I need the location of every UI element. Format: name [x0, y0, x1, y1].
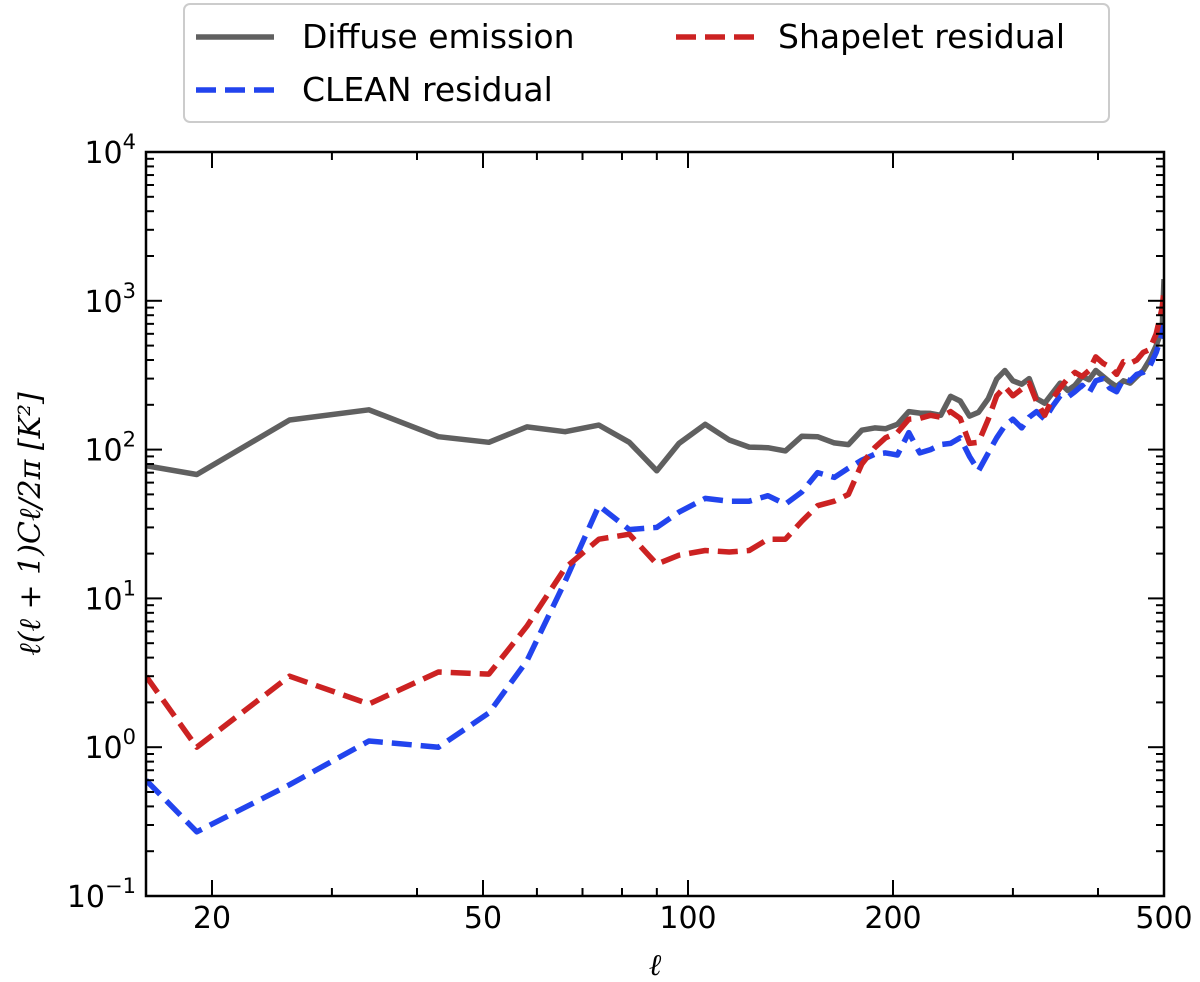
y-tick-label: 102: [84, 428, 136, 469]
series-line-diffuse-emission: [146, 279, 1164, 478]
x-tick-label: 20: [193, 901, 231, 936]
plot-frame: [144, 150, 1166, 898]
y-tick-base: 10: [84, 136, 122, 171]
legend-label: Diffuse emission: [302, 17, 575, 56]
legend-box: [183, 3, 1110, 123]
y-tick-base: 10: [67, 880, 105, 915]
legend: Diffuse emission Shapelet residual CLEAN r…: [183, 3, 1110, 123]
series-line-clean-residual: [146, 323, 1164, 835]
y-tick-base: 10: [84, 434, 122, 469]
legend-label: Shapelet residual: [778, 17, 1065, 56]
y-axis-label: ℓ(ℓ + 1)Cℓ/2π [K²]: [13, 392, 48, 656]
y-tick-label: 104: [84, 130, 136, 171]
axis-ticks: [146, 151, 1165, 897]
y-tick-label: 101: [84, 576, 136, 617]
series-lines: [146, 279, 1164, 835]
y-tick-exponent: 0: [123, 725, 136, 749]
y-tick-label: 10−1: [67, 874, 136, 915]
x-tick-label: 100: [659, 901, 716, 936]
y-tick-exponent: 2: [123, 428, 136, 452]
y-tick-label: 103: [84, 279, 136, 320]
x-axis-label: ℓ: [649, 948, 662, 982]
x-tick-label: 50: [464, 901, 502, 936]
y-tick-exponent: 4: [123, 130, 136, 154]
y-tick-base: 10: [84, 731, 122, 766]
x-tick-label: 500: [1135, 901, 1192, 936]
x-tick-label: 200: [864, 901, 921, 936]
y-tick-base: 10: [84, 582, 122, 617]
y-tick-exponent: 1: [123, 576, 136, 600]
y-tick-base: 10: [84, 285, 122, 320]
series-line-shapelet-residual: [146, 288, 1164, 750]
y-tick-exponent: 3: [123, 279, 136, 303]
legend-label: CLEAN residual: [302, 70, 553, 109]
y-tick-exponent: −1: [105, 874, 136, 898]
y-tick-label: 100: [84, 725, 136, 766]
